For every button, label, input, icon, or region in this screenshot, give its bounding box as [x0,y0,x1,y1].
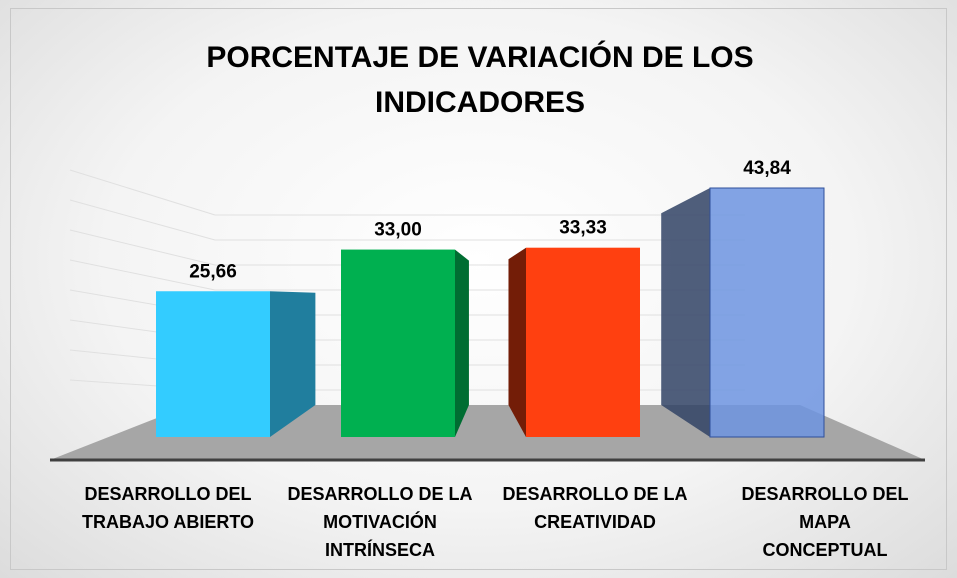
value-label: 43,84 [743,158,791,179]
x-tick-label: DESARROLLO DEL TRABAJO ABIERTO [81,484,254,532]
bar [156,291,270,437]
value-label: 25,66 [189,261,237,282]
bar [526,247,640,437]
bar-side [508,247,526,437]
bar-side [661,188,710,437]
x-tick-label: DESARROLLO DE LA MOTIVACIÓN INTRÍNSECA [287,484,473,560]
bar [709,187,825,438]
bar [341,249,455,437]
value-label: 33,00 [374,220,422,241]
chart-border [10,8,947,570]
bar-side [455,249,469,437]
x-tick-label: DESARROLLO DE LA CREATIVIDAD [502,484,688,532]
chart-title: PORCENTAJE DE VARIACIÓN DE LOS INDICADOR… [206,41,754,119]
value-label: 33,33 [559,218,607,239]
x-tick-label: DESARROLLO DEL MAPA CONCEPTUAL [741,484,909,560]
bar-side [270,291,316,437]
